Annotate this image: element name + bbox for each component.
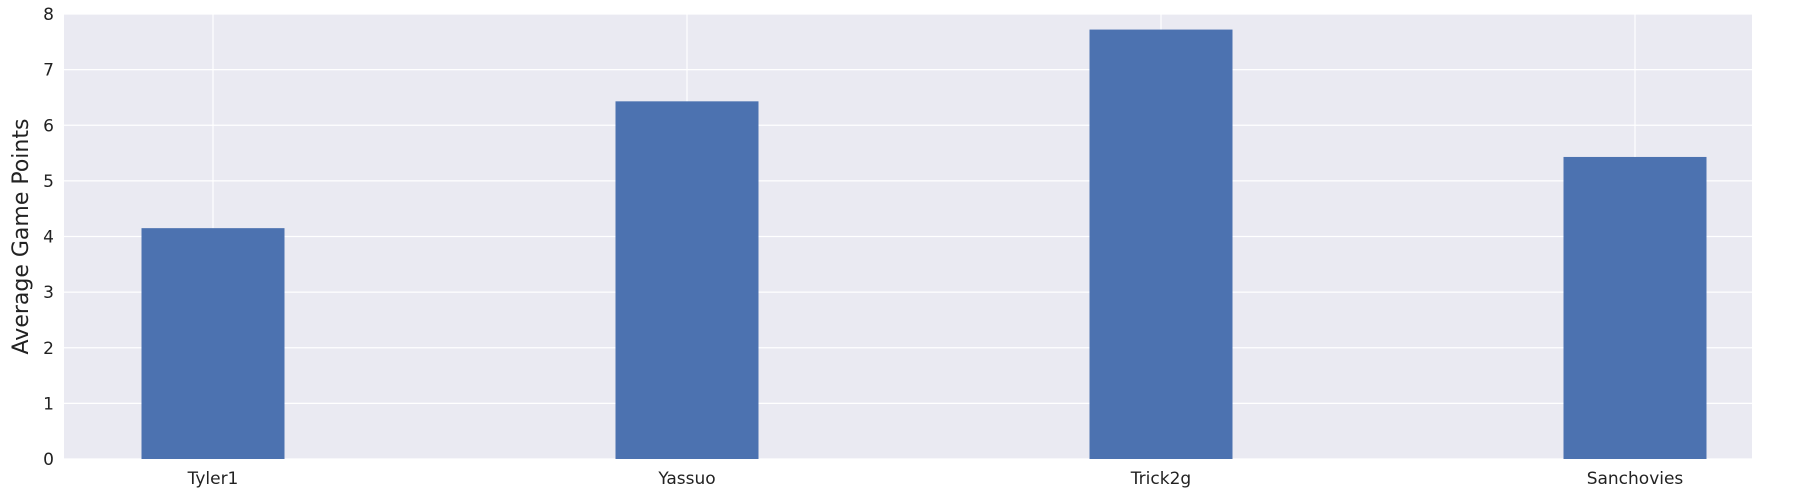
x-tick-label: Tyler1 [187,469,239,489]
y-tick-label: 3 [43,283,54,303]
bar-tyler1 [141,228,285,459]
bar-yassuo [615,101,759,460]
bar-sanchovies [1563,156,1707,460]
x-tick-label: Trick2g [1130,469,1191,489]
y-tick-label: 7 [43,61,54,81]
y-tick-label: 8 [43,5,54,25]
y-tick-label: 4 [43,228,54,248]
x-tick-label: Yassuo [657,469,715,489]
y-tick-label: 2 [43,339,54,359]
x-tick-labels: Tyler1 Yassuo Trick2g Sanchovies [187,469,1684,489]
x-tick-label: Sanchovies [1587,469,1684,489]
y-tick-label: 5 [43,172,54,192]
y-tick-label: 1 [43,394,54,414]
bar-layer [141,29,1707,460]
y-tick-label: 6 [43,116,54,136]
bar-trick2g [1089,29,1233,459]
y-tick-labels: 0 1 2 3 4 5 6 7 8 [43,5,54,470]
y-axis-label: Average Game Points [9,119,34,355]
y-tick-label: 0 [43,450,54,470]
